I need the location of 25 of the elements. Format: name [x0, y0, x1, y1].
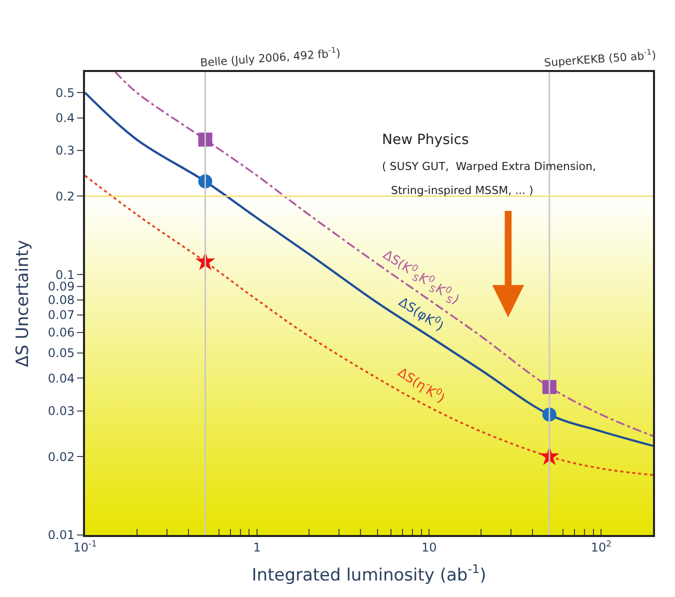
x-axis-title: Integrated luminosity (ab$^{-1}$)	[252, 562, 486, 586]
y-tick-label: 0.02	[48, 450, 75, 464]
x-tick-label: 10	[422, 540, 437, 554]
y-tick-label: 0.3	[56, 144, 75, 158]
x-tick-label: 10$^{-1}$	[73, 538, 97, 554]
y-tick-label: 0.5	[56, 86, 75, 100]
y-tick-label: 0.1	[56, 268, 75, 282]
x-tick-label: 10$^{2}$	[590, 538, 612, 554]
y-tick-label: 0.07	[48, 308, 75, 322]
ref-line-label: Belle (July 2006, 492 fb$^{-1}$)	[200, 45, 341, 70]
y-tick-label: 0.08	[48, 293, 75, 308]
y-tick-label: 0.03	[48, 404, 75, 418]
ref-line-label: SuperKEKB (50 ab$^{-1}$)	[544, 47, 656, 70]
y-tick-label: 0.04	[48, 371, 75, 386]
y-axis-title: ΔS Uncertainty	[12, 240, 33, 368]
annotation: New Physics	[382, 132, 469, 148]
annotation: ( SUSY GUT, Warped Extra Dimension,	[382, 160, 596, 173]
annotation: String-inspired MSSM, ... )	[391, 184, 534, 197]
x-tick-label: 1	[253, 540, 261, 554]
y-tick-label: 0.4	[56, 111, 75, 126]
y-tick-label: 0.05	[48, 346, 75, 360]
y-tick-label: 0.06	[48, 326, 75, 340]
y-tick-label: 0.2	[56, 189, 75, 204]
y-tick-label: 0.09	[48, 280, 75, 294]
y-tick-label: 0.01	[48, 528, 75, 542]
